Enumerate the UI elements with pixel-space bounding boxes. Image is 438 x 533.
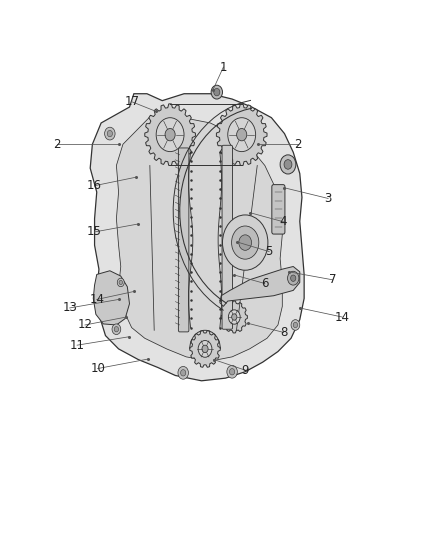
- Polygon shape: [220, 266, 300, 306]
- Text: 14: 14: [89, 293, 104, 306]
- Circle shape: [211, 85, 223, 99]
- Circle shape: [156, 118, 184, 151]
- Circle shape: [228, 118, 256, 151]
- Text: 2: 2: [53, 138, 60, 151]
- Circle shape: [117, 278, 124, 287]
- Text: 17: 17: [124, 95, 139, 108]
- Circle shape: [107, 131, 113, 137]
- Text: 15: 15: [87, 225, 102, 238]
- Circle shape: [178, 367, 188, 379]
- Polygon shape: [117, 115, 283, 361]
- Circle shape: [119, 280, 123, 285]
- Circle shape: [214, 88, 220, 96]
- Text: 11: 11: [70, 338, 85, 352]
- Circle shape: [198, 341, 212, 357]
- Text: 6: 6: [261, 277, 268, 290]
- Text: 10: 10: [90, 362, 105, 375]
- FancyBboxPatch shape: [272, 184, 285, 234]
- Circle shape: [180, 369, 186, 376]
- Circle shape: [288, 271, 299, 285]
- Circle shape: [232, 314, 237, 320]
- Circle shape: [291, 320, 300, 330]
- Circle shape: [280, 155, 296, 174]
- Polygon shape: [145, 104, 195, 165]
- Circle shape: [227, 366, 237, 378]
- Text: 16: 16: [87, 179, 102, 192]
- Circle shape: [284, 160, 292, 169]
- Text: 14: 14: [335, 311, 350, 324]
- Circle shape: [232, 226, 259, 259]
- Text: 3: 3: [325, 192, 332, 205]
- Circle shape: [290, 275, 296, 281]
- Circle shape: [223, 215, 268, 270]
- Circle shape: [230, 368, 235, 375]
- Polygon shape: [216, 104, 267, 165]
- Circle shape: [237, 128, 247, 141]
- Polygon shape: [93, 271, 130, 325]
- Polygon shape: [221, 301, 247, 333]
- Circle shape: [105, 127, 115, 140]
- Circle shape: [293, 322, 297, 328]
- Circle shape: [228, 310, 240, 324]
- FancyBboxPatch shape: [222, 146, 233, 329]
- Text: 9: 9: [241, 364, 249, 377]
- Circle shape: [239, 235, 251, 251]
- Text: 1: 1: [219, 61, 227, 74]
- Text: 5: 5: [265, 245, 273, 258]
- Text: 7: 7: [329, 273, 336, 286]
- Text: 2: 2: [294, 138, 301, 151]
- Circle shape: [202, 345, 208, 353]
- Text: 12: 12: [78, 319, 92, 332]
- FancyBboxPatch shape: [178, 148, 189, 332]
- Text: 8: 8: [280, 326, 287, 339]
- Text: 4: 4: [280, 215, 287, 228]
- Polygon shape: [90, 94, 304, 381]
- Text: 13: 13: [62, 302, 77, 314]
- Circle shape: [114, 327, 119, 332]
- Polygon shape: [190, 330, 220, 367]
- Circle shape: [112, 324, 121, 335]
- Circle shape: [165, 128, 175, 141]
